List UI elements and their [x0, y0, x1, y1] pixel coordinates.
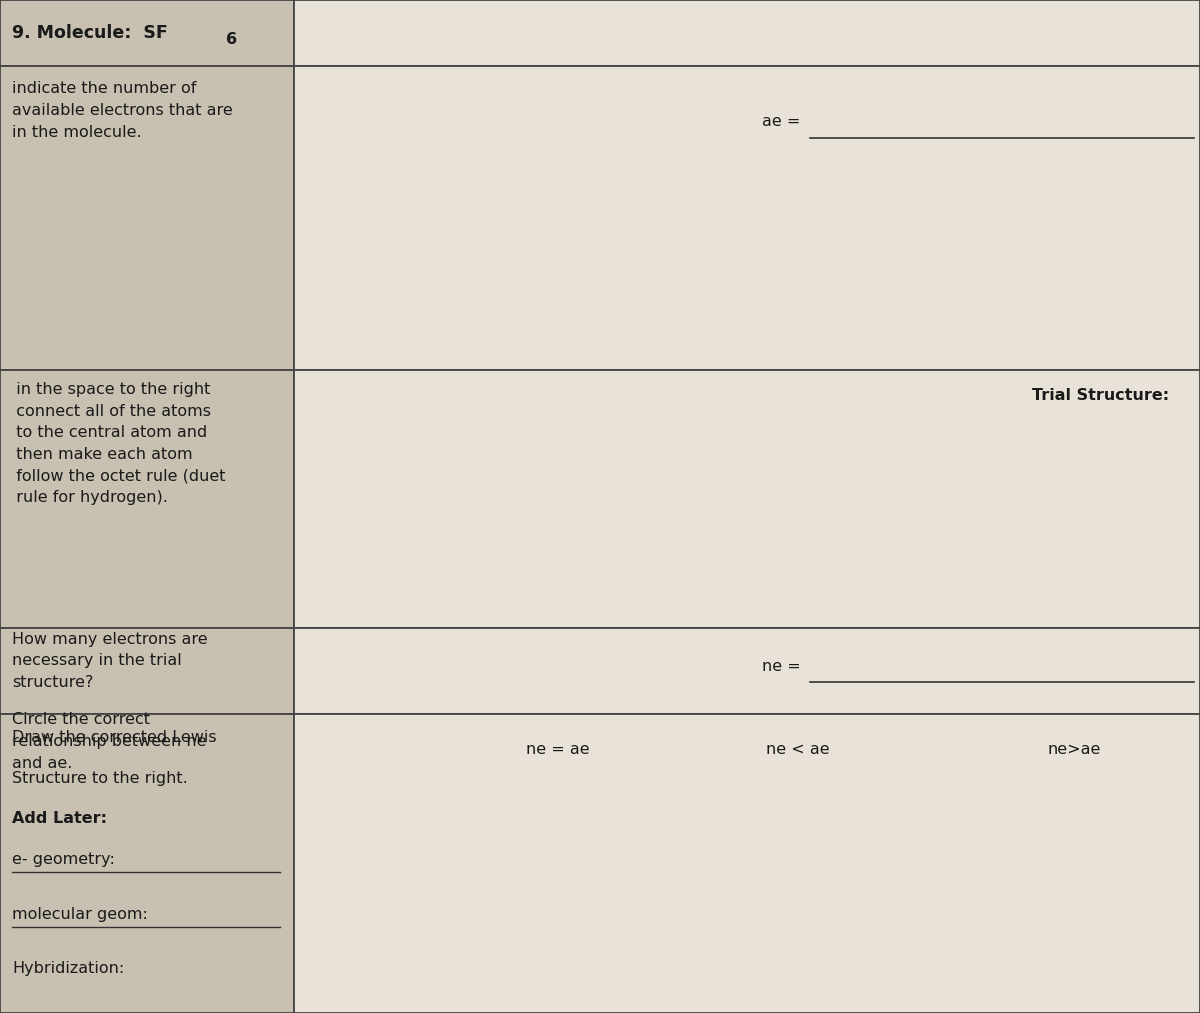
Bar — [294, 66, 1200, 370]
Text: Add Later:: Add Later: — [12, 811, 107, 827]
Text: ae =: ae = — [762, 114, 800, 129]
Bar — [294, 370, 1200, 628]
Text: Hybridization:: Hybridization: — [12, 961, 125, 977]
Text: 6: 6 — [226, 31, 236, 47]
Text: molecular geom:: molecular geom: — [12, 907, 148, 922]
Bar — [0, 714, 294, 1013]
Text: indicate the number of
available electrons that are
in the molecule.: indicate the number of available electro… — [12, 81, 233, 141]
Text: ne =: ne = — [762, 658, 800, 674]
Bar — [0, 66, 294, 370]
Bar — [0, 370, 294, 628]
Text: Circle the correct
relationship between ne
and ae.: Circle the correct relationship between … — [12, 712, 206, 771]
Bar — [294, 714, 1200, 785]
Text: Structure to the right.: Structure to the right. — [12, 771, 187, 786]
Text: ne>ae: ne>ae — [1048, 743, 1100, 757]
Text: Draw the corrected Lewis: Draw the corrected Lewis — [12, 730, 217, 746]
Text: ne < ae: ne < ae — [766, 743, 830, 757]
Text: 9. Molecule:  SF: 9. Molecule: SF — [12, 24, 168, 42]
Bar — [294, 628, 1200, 714]
Text: How many electrons are
necessary in the trial
structure?: How many electrons are necessary in the … — [12, 632, 208, 690]
Text: in the space to the right
  connect all of the atoms
  to the central atom and
 : in the space to the right connect all of… — [6, 382, 226, 504]
Bar — [294, 0, 1200, 66]
Text: ne = ae: ne = ae — [526, 743, 590, 757]
Bar — [0, 0, 294, 66]
Bar — [0, 714, 294, 785]
Bar — [294, 714, 1200, 1013]
Text: e- geometry:: e- geometry: — [12, 852, 115, 867]
Bar — [0, 628, 294, 714]
Text: Trial Structure:: Trial Structure: — [1032, 388, 1169, 403]
